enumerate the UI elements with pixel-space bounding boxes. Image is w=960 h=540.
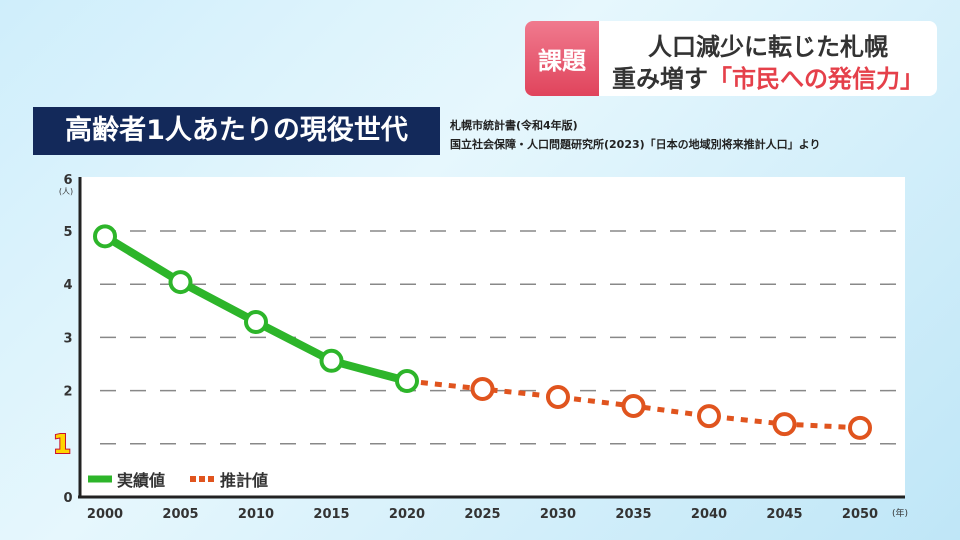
x-tick-label: 2005	[162, 507, 198, 522]
y-tick-label: 5	[63, 225, 72, 240]
data-point	[93, 224, 117, 249]
headline-banner: 課題 人口減少に転じた札幌 重み増す「市民への発信力」	[525, 21, 937, 96]
x-unit-label: (年)	[892, 507, 908, 519]
x-tick-label: 2045	[766, 507, 802, 522]
headline-line2: 重み増す「市民への発信力」	[599, 59, 937, 94]
data-point	[848, 415, 872, 440]
headline-line1: 人口減少に転じた札幌	[648, 33, 888, 61]
headline-line2-highlight: 「市民への発信力」	[708, 65, 924, 93]
topic-tag: 課題	[525, 21, 599, 96]
data-point	[470, 377, 495, 402]
source-2: 国立社会保障・人口問題研究所(2023)「日本の地域別将来推計人口」より	[450, 138, 821, 151]
data-point	[546, 384, 570, 409]
y-tick-label: 0	[63, 491, 72, 506]
y-tick-label-highlight: 1	[53, 430, 71, 460]
x-tick-label: 2015	[313, 507, 349, 522]
data-point	[168, 270, 193, 295]
chart-title: 高齢者1人あたりの現役世代	[33, 107, 440, 155]
legend-label-actual: 実績値	[117, 471, 165, 490]
legend-label-forecast: 推計値	[220, 471, 268, 490]
data-point	[319, 348, 344, 373]
data-point	[395, 369, 419, 394]
x-tick-label: 2025	[464, 507, 500, 522]
y-tick-label: 4	[63, 278, 72, 293]
y-tick-label: 6	[63, 173, 72, 188]
x-tick-label: 2020	[389, 507, 425, 522]
data-point	[697, 404, 721, 429]
data-point	[772, 412, 797, 437]
x-tick-label: 2000	[87, 507, 123, 522]
x-tick-label: 2035	[615, 507, 651, 522]
data-point	[244, 309, 268, 334]
y-unit-label: (人)	[59, 187, 73, 196]
x-tick-label: 2050	[842, 507, 878, 522]
x-tick-label: 2030	[540, 507, 576, 522]
y-tick-label: 3	[63, 331, 72, 346]
source-1: 札幌市統計書(令和4年版)	[450, 119, 578, 132]
x-tick-label: 2040	[691, 507, 727, 522]
headline-line2-prefix: 重み増す	[612, 65, 708, 93]
data-point	[621, 394, 646, 419]
x-tick-label: 2010	[238, 507, 274, 522]
y-tick-label: 2	[63, 385, 72, 400]
